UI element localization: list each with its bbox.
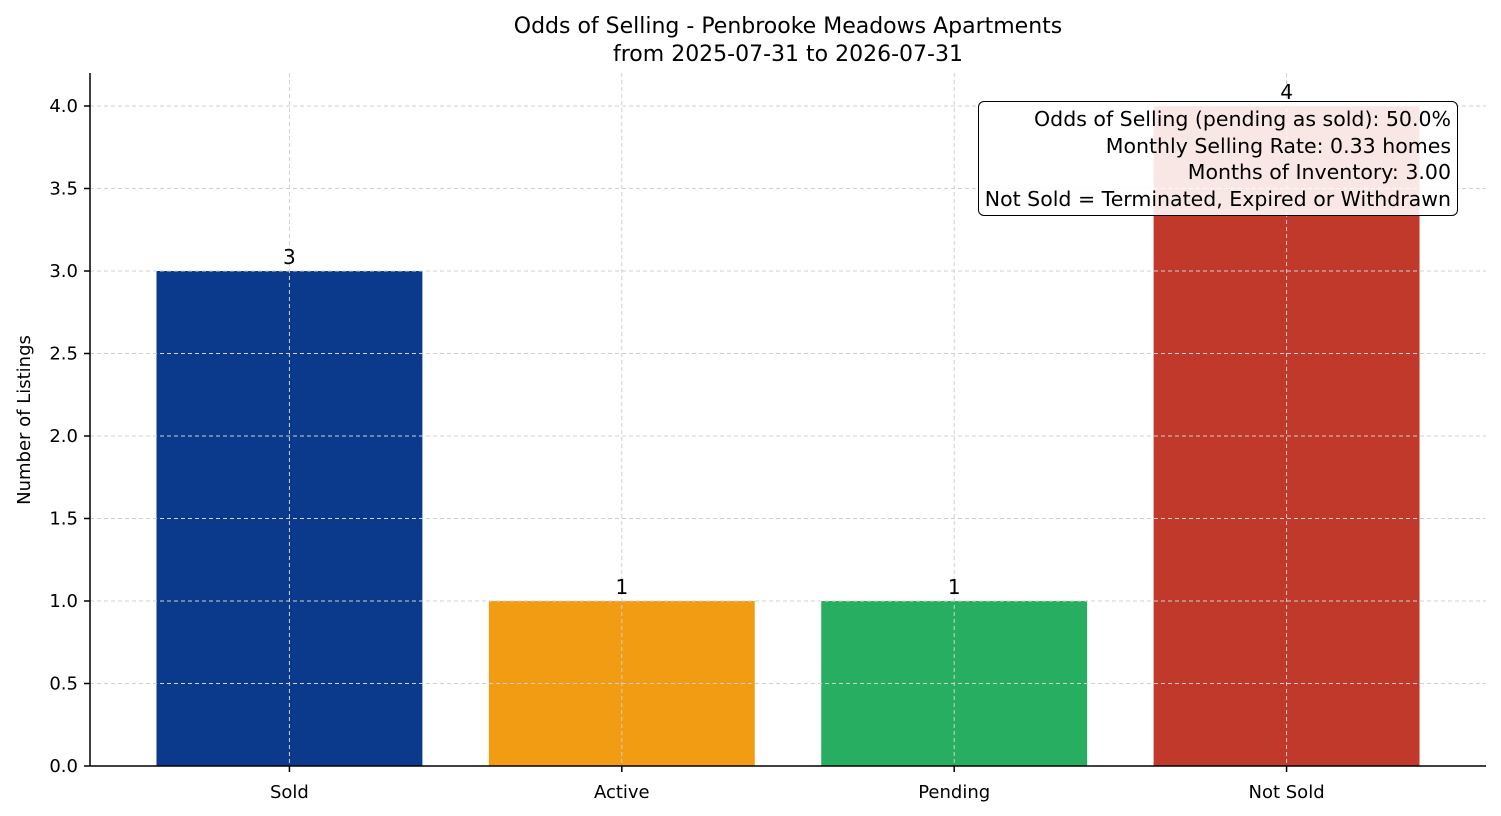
axes: 0.0 0.5 1.0 1.5 2.0 2.5 3.0 3.5 4.0 Sold Active Pen…	[49, 73, 1486, 803]
x-tick-label: Not Sold	[1249, 782, 1325, 803]
odds-of-selling-text: Odds of Selling (pending as sold): 50.0%	[1034, 107, 1451, 131]
y-tick-label: 2.5	[49, 344, 78, 365]
y-tick-label: 1.5	[49, 509, 78, 530]
bar-value-label: 1	[615, 575, 628, 599]
y-tick-label: 4.0	[49, 96, 78, 117]
bar-value-label: 1	[948, 575, 961, 599]
summary-annotation-box: Odds of Selling (pending as sold): 50.0%…	[977, 101, 1458, 216]
months-of-inventory-text: Months of Inventory: 3.00	[1187, 160, 1451, 184]
y-tick-label: 0.0	[49, 756, 78, 777]
bar-value-label: 3	[283, 245, 296, 269]
y-tick-label: 3.0	[49, 261, 78, 282]
x-tick-label: Pending	[918, 782, 990, 803]
y-axis-label: Number of Listings	[14, 335, 35, 505]
bar-value-label: 4	[1280, 80, 1293, 104]
y-tick-label: 3.5	[49, 179, 78, 200]
y-tick-label: 0.5	[49, 674, 78, 695]
x-tick-label: Active	[594, 782, 650, 803]
chart-title: Odds of Selling - Penbrooke Meadows Apar…	[514, 14, 1063, 39]
monthly-selling-rate-text: Monthly Selling Rate: 0.33 homes	[1105, 133, 1451, 158]
value-labels: 3 1 1 4	[283, 80, 1293, 599]
y-tick-label: 2.0	[49, 426, 78, 447]
chart-subtitle: from 2025-07-31 to 2026-07-31	[613, 42, 963, 67]
not-sold-definition-text: Not Sold = Terminated, Expired or Withdr…	[984, 186, 1451, 211]
y-tick-label: 1.0	[49, 591, 78, 612]
x-tick-label: Sold	[270, 782, 309, 803]
